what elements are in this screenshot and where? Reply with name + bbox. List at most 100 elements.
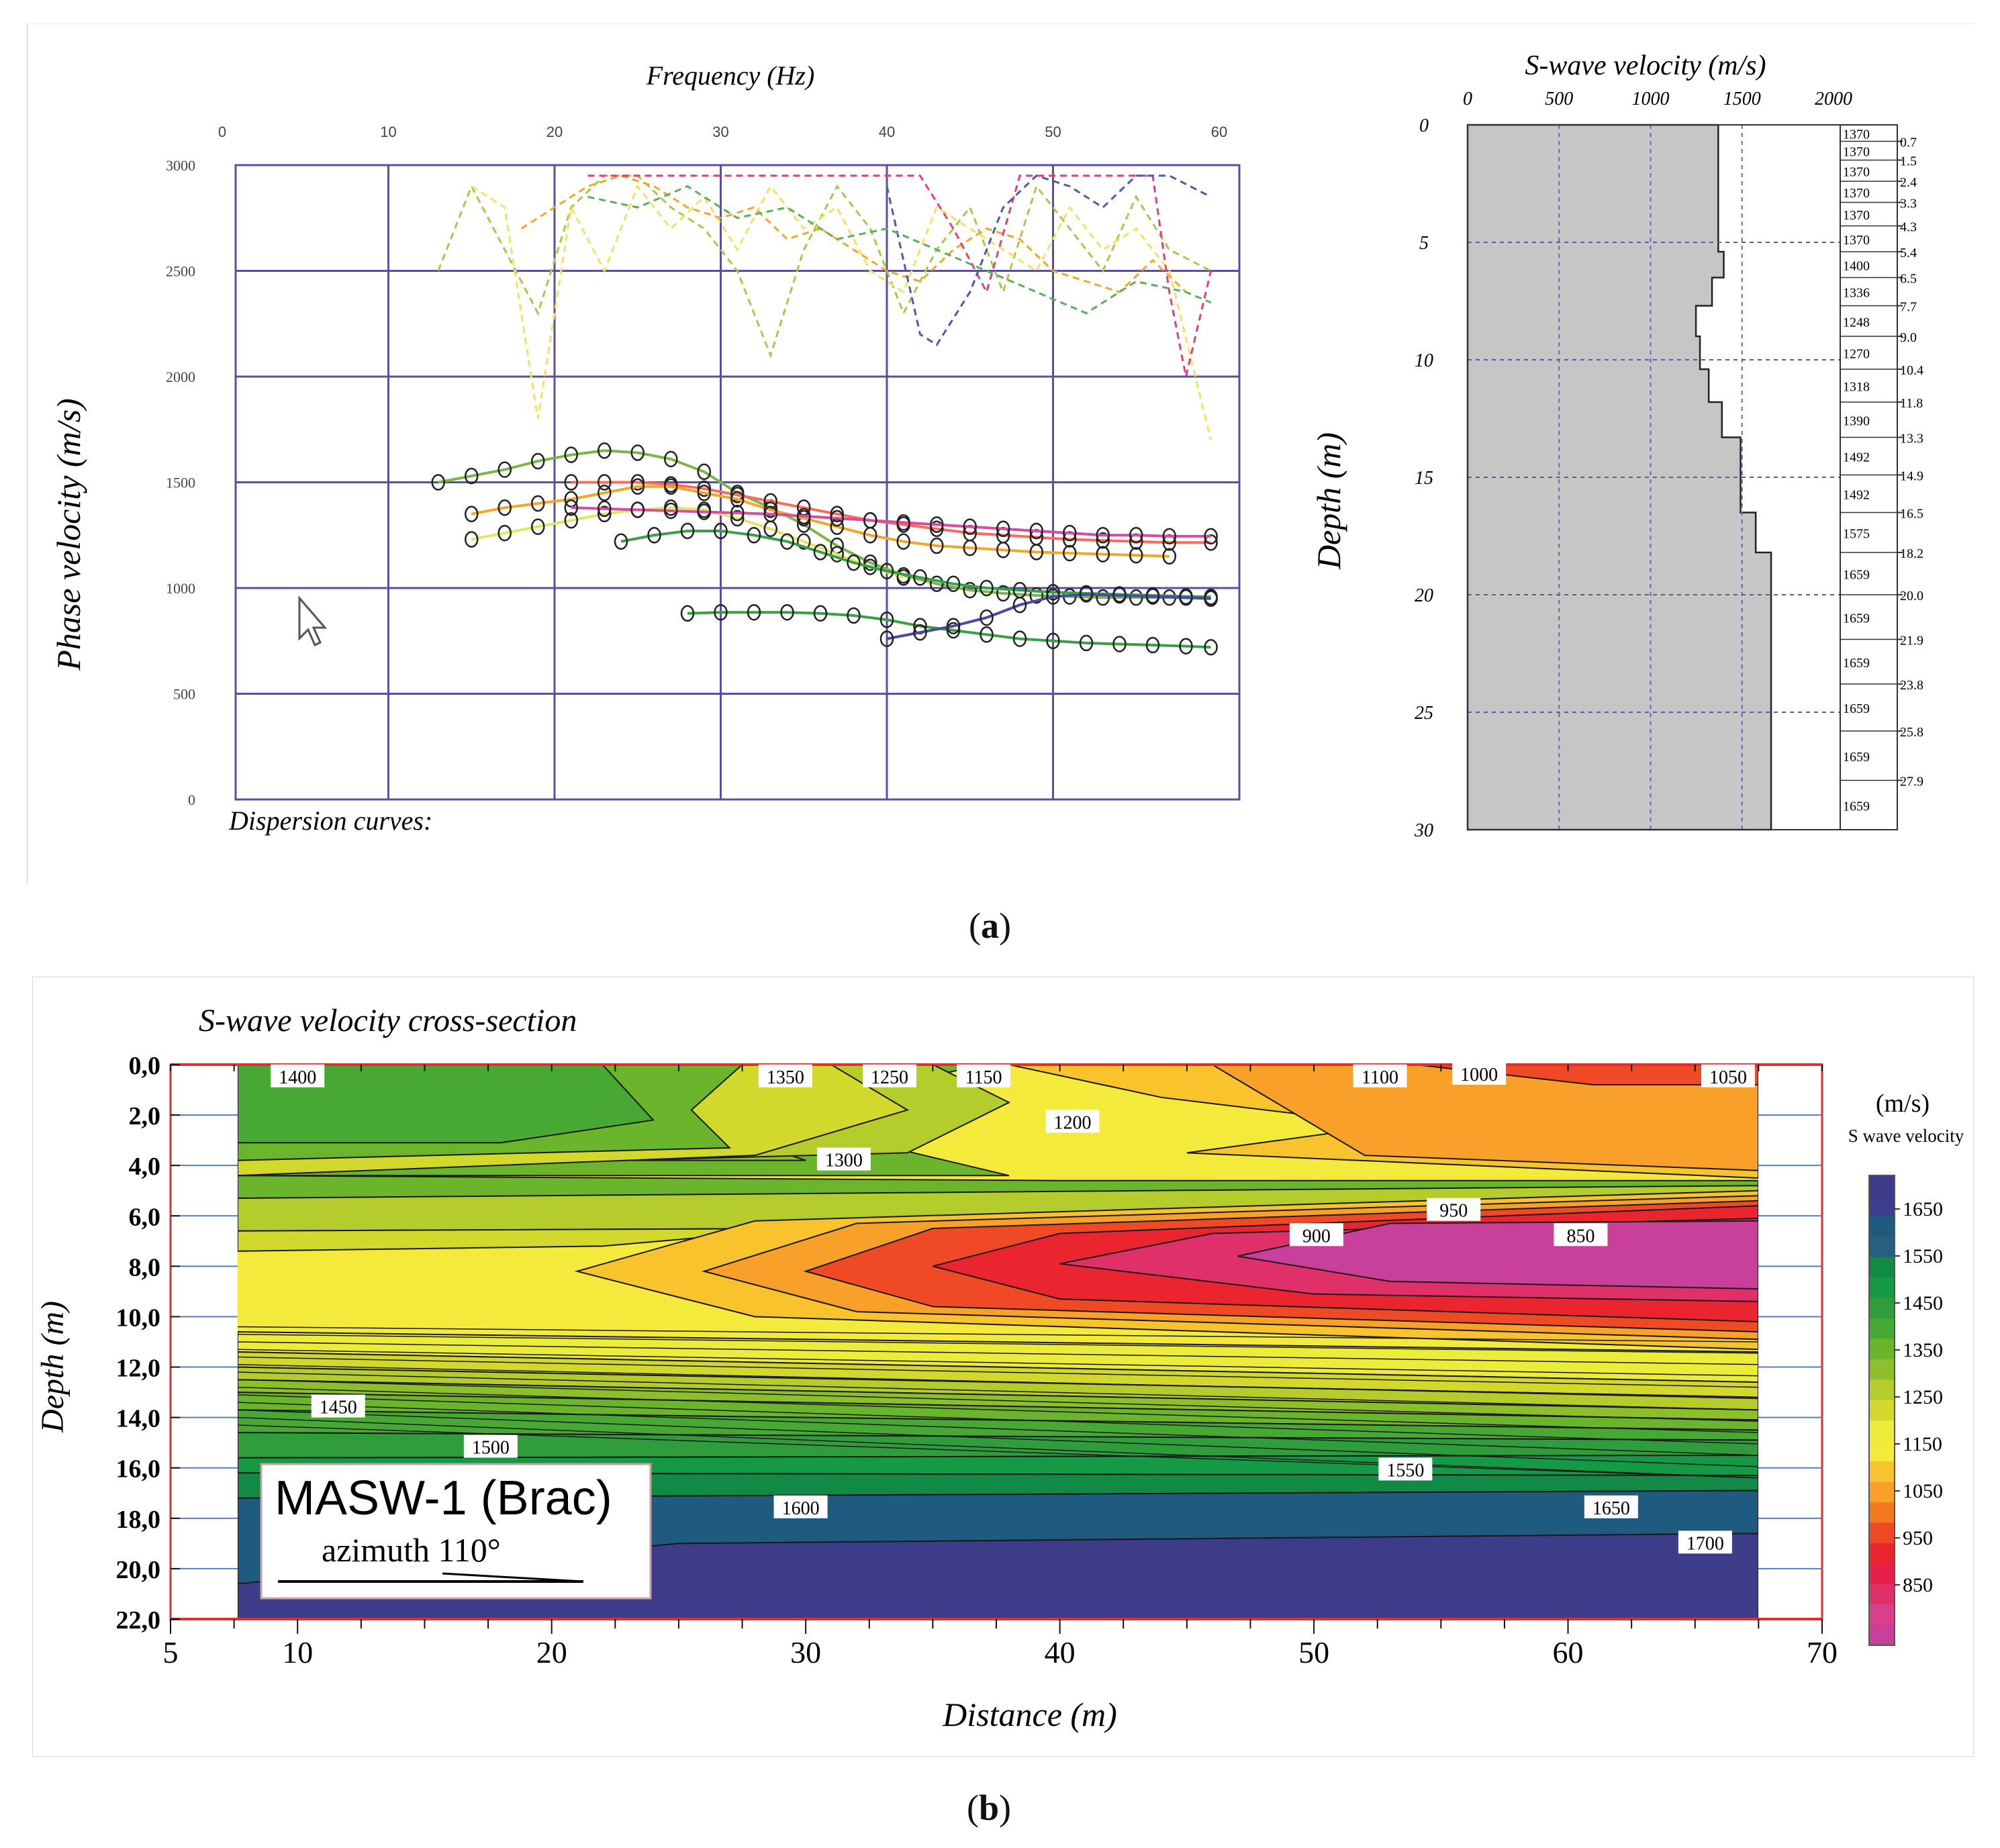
- dispersion-point: [730, 491, 745, 507]
- vs-layer-depth-label: 6.5: [1900, 272, 1917, 287]
- vs-layer-depth-label: 3.3: [1900, 197, 1917, 211]
- dispersion-point: [930, 520, 944, 538]
- contour-label-bg: [1701, 1064, 1755, 1087]
- velocity-contour-band: [238, 1065, 655, 1144]
- dispersion-curve-line: [886, 593, 1211, 640]
- dispersion-x-tick-label: 20: [546, 124, 563, 140]
- cross-section-y-tick-label: 22,0: [116, 1606, 161, 1635]
- colorbar-frame: [1868, 1175, 1895, 1646]
- dispersion-curve-line: [471, 184, 1212, 440]
- colorbar-swatch: [1869, 1481, 1895, 1503]
- vs-x-tick-label: 1500: [1723, 89, 1761, 109]
- panel-a-label: (a): [969, 906, 1011, 946]
- dispersion-point: [680, 522, 695, 540]
- velocity-contour-line: [238, 1341, 1758, 1365]
- colorbar-swatch: [1869, 1461, 1895, 1483]
- colorbar-swatch: [1869, 1543, 1895, 1565]
- dispersion-point: [747, 527, 761, 544]
- dispersion-title: Frequency (Hz): [646, 60, 815, 91]
- vs-layer-velocity-label: 1659: [1843, 568, 1870, 583]
- colorbar-swatch: [1869, 1257, 1895, 1279]
- dispersion-point: [431, 474, 445, 491]
- vs-layer-depth-label: 9.0: [1900, 330, 1917, 345]
- dispersion-point: [465, 531, 479, 548]
- vs-depth-tick-label: 10: [1415, 350, 1433, 371]
- vs-layer-velocity-label: 1370: [1843, 164, 1870, 179]
- cross-section-y-tick-label: 14,0: [116, 1405, 161, 1433]
- dispersion-point: [1112, 636, 1127, 652]
- vs-layer-depth-label: 10.4: [1900, 363, 1923, 378]
- velocity-contour-line: [238, 1402, 1758, 1456]
- contour-label-bg: [1584, 1495, 1638, 1518]
- dispersion-point: [1162, 528, 1176, 545]
- colorbar-label: 1150: [1903, 1433, 1942, 1455]
- velocity-contour-line: [238, 1409, 1758, 1467]
- cross-section-right-margin: [1758, 1065, 1822, 1619]
- panel-b-svg: S-wave velocity cross-section Distance (…: [35, 1003, 1964, 1733]
- dispersion-point: [714, 603, 728, 621]
- dispersion-point: [1079, 634, 1094, 652]
- dispersion-curve-line: [886, 175, 1212, 346]
- vs-layer-velocity-label: 1659: [1843, 611, 1870, 626]
- contour-label: 1600: [782, 1498, 820, 1519]
- contour-label-bg: [1427, 1198, 1481, 1221]
- dispersion-point: [863, 558, 877, 575]
- dispersion-point: [664, 478, 678, 495]
- colorbar-label: 1450: [1903, 1292, 1943, 1314]
- vs-layer-velocity-label: 1390: [1843, 414, 1870, 428]
- colorbar-label: 1350: [1903, 1339, 1943, 1361]
- dispersion-point: [730, 487, 745, 503]
- velocity-contour-band: [238, 1392, 1758, 1431]
- velocity-contour-line: [238, 1364, 1758, 1400]
- dispersion-point: [996, 542, 1010, 558]
- vs-layer-velocity-label: 1659: [1843, 701, 1870, 716]
- vs-layer-depth-label: 25.8: [1900, 725, 1923, 740]
- dispersion-point: [630, 501, 645, 518]
- velocity-contour-line: [238, 1371, 1758, 1411]
- contour-label-bg: [1289, 1223, 1343, 1247]
- dispersion-point: [1046, 588, 1060, 605]
- dispersion-point: [797, 533, 811, 550]
- dispersion-point: [630, 478, 645, 495]
- dispersion-point: [930, 575, 944, 592]
- colorbar-swatch: [1869, 1400, 1895, 1422]
- cross-section-left-margin: [171, 1065, 238, 1619]
- dispersion-point: [697, 503, 711, 520]
- velocity-contour-band: [238, 1228, 806, 1252]
- contour-label-bg: [1353, 1064, 1407, 1087]
- dispersion-point: [1029, 522, 1043, 540]
- contour-label-bg: [1378, 1457, 1433, 1481]
- azimuth-arrow: [442, 1572, 584, 1583]
- dispersion-point: [598, 500, 612, 518]
- dispersion-point: [1029, 587, 1043, 604]
- cross-section-y-tick-label: 8,0: [129, 1253, 161, 1281]
- contour-label: 1200: [1054, 1112, 1092, 1133]
- panel-b-label: (b): [967, 1788, 1012, 1828]
- dispersion-point: [1063, 524, 1077, 542]
- dispersion-chart: Frequency (Hz) Phase velocity (m/s) Disp…: [50, 60, 1241, 836]
- vs-layer-depth-label: 0.7: [1900, 136, 1917, 150]
- contour-label-bg: [311, 1394, 365, 1418]
- vs-layer-velocity-label: 1370: [1843, 127, 1870, 142]
- velocity-contour-line: [238, 1326, 1758, 1343]
- velocity-contour-line: [238, 1356, 1758, 1388]
- dispersion-point: [564, 491, 578, 507]
- dispersion-point: [1179, 589, 1193, 606]
- dispersion-point: [763, 505, 777, 522]
- dispersion-point: [730, 509, 745, 527]
- dispersion-point: [963, 518, 977, 535]
- cross-section-y-tick-label: 12,0: [116, 1355, 161, 1383]
- contour-label: 950: [1439, 1201, 1468, 1222]
- vs-layer-depth-label: 13.3: [1900, 432, 1923, 446]
- vs-layer-velocity-label: 1370: [1843, 145, 1870, 160]
- vs-layer-table: [1840, 124, 1898, 830]
- info-box: MASW-1 (Brac) azimuth 110°: [260, 1463, 652, 1600]
- dispersion-point: [697, 485, 711, 501]
- panel-b: S-wave velocity cross-section Distance (…: [32, 977, 1974, 1757]
- velocity-contour-line: [238, 1386, 1758, 1433]
- vs-depth-tick-label: 5: [1419, 233, 1429, 254]
- cross-section-x-tick-label: 70: [1807, 1635, 1838, 1669]
- vs-layer-depth-label: 5.4: [1900, 246, 1917, 260]
- dispersion-point: [847, 554, 861, 571]
- vs-layer-velocity-label: 1492: [1843, 488, 1870, 503]
